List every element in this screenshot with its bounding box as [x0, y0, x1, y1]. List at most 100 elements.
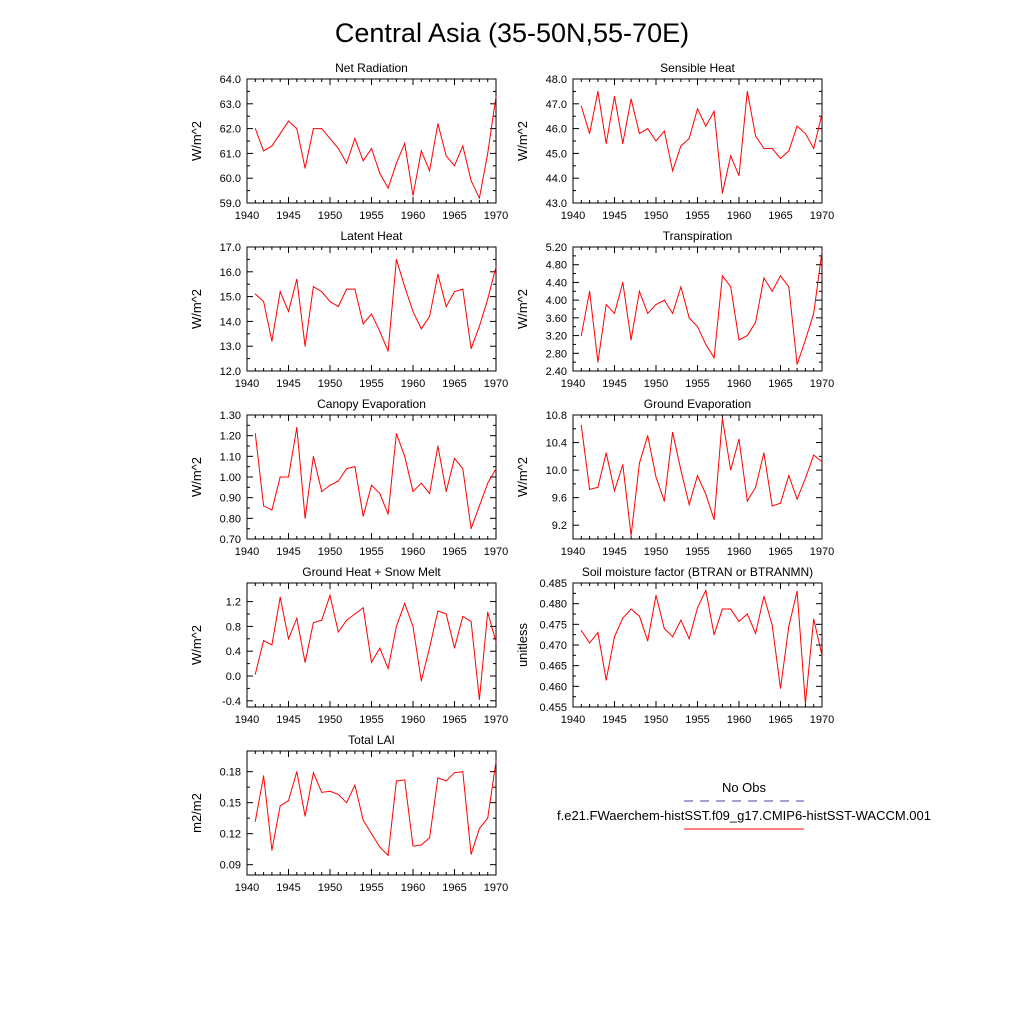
y-tick-label: 44.0 [546, 173, 567, 185]
data-point-total-lai [371, 833, 372, 835]
data-point-ground-evaporation [713, 519, 715, 521]
x-tick-label: 1955 [685, 210, 709, 222]
data-point-transpiration [730, 286, 732, 288]
y-tick-label: 12.0 [220, 366, 241, 378]
panel-title: Sensible Heat [660, 61, 735, 75]
data-point-transpiration [638, 290, 640, 292]
data-point-net-radiation [263, 150, 265, 152]
data-point-latent-heat [412, 310, 414, 312]
data-point-soil-moisture-factor-btran-or-btranmn [755, 632, 757, 634]
data-point-ground-evaporation [730, 469, 732, 471]
y-tick-label: 10.4 [546, 438, 567, 450]
plot-frame [246, 582, 497, 708]
data-point-net-radiation [495, 95, 497, 97]
data-point-sensible-heat [713, 110, 715, 112]
data-point-canopy-evaporation [454, 457, 455, 459]
y-axis-label: W/m^2 [189, 289, 204, 329]
y-tick-label: 9.6 [552, 493, 567, 505]
x-tick-label: 1960 [727, 714, 751, 726]
data-point-ground-evaporation [688, 504, 690, 506]
data-point-net-radiation [304, 167, 306, 169]
data-point-net-radiation [254, 128, 256, 130]
data-point-sensible-heat [647, 128, 649, 130]
data-point-transpiration [647, 312, 649, 314]
data-point-canopy-evaporation [329, 484, 331, 486]
data-point-latent-heat [354, 288, 356, 290]
data-point-latent-heat [395, 258, 397, 260]
data-point-sensible-heat [672, 170, 674, 172]
data-point-ground-evaporation [763, 452, 765, 454]
data-point-ground-heat-snow-melt [454, 647, 455, 649]
y-tick-label: 0.15 [220, 798, 241, 810]
data-point-total-lai [437, 777, 439, 779]
data-point-ground-evaporation [589, 488, 591, 490]
y-tick-label: 0.475 [539, 619, 567, 631]
data-point-net-radiation [470, 180, 472, 182]
x-tick-label: 1960 [727, 378, 751, 390]
data-point-sensible-heat [721, 192, 723, 194]
y-tick-label: 61.0 [220, 148, 241, 160]
data-point-transpiration [721, 275, 723, 277]
data-point-ground-heat-snow-melt [437, 610, 439, 612]
y-tick-label: 2.40 [546, 366, 567, 378]
data-point-canopy-evaporation [462, 468, 464, 470]
data-point-soil-moisture-factor-btran-or-btranmn [697, 607, 698, 609]
data-point-sensible-heat [804, 133, 806, 135]
y-tick-label: 0.12 [220, 829, 241, 841]
data-point-sensible-heat [680, 145, 682, 147]
y-axis-label: W/m^2 [189, 625, 204, 665]
data-point-ground-evaporation [821, 461, 823, 463]
y-tick-label: 63.0 [220, 99, 241, 111]
x-tick-label: 1970 [484, 210, 508, 222]
data-point-soil-moisture-factor-btran-or-btranmn [738, 620, 740, 622]
figure-title: Central Asia (35-50N,55-70E) [335, 18, 689, 48]
data-point-transpiration [589, 290, 591, 292]
data-point-total-lai [395, 780, 397, 782]
data-point-sensible-heat [730, 155, 732, 157]
data-point-canopy-evaporation [254, 433, 256, 435]
data-point-latent-heat [362, 323, 364, 325]
x-tick-label: 1950 [644, 378, 668, 390]
panel-title: Net Radiation [335, 61, 408, 75]
x-tick-label: 1940 [235, 546, 259, 558]
data-point-soil-moisture-factor-btran-or-btranmn [763, 595, 765, 597]
data-point-canopy-evaporation [371, 484, 372, 486]
y-axis-label: W/m^2 [189, 457, 204, 497]
data-point-total-lai [412, 845, 414, 847]
data-point-canopy-evaporation [379, 493, 381, 495]
data-point-ground-heat-snow-melt [288, 638, 289, 640]
data-point-total-lai [462, 771, 464, 773]
y-tick-label: 14.0 [220, 316, 241, 328]
data-point-latent-heat [321, 291, 323, 293]
data-point-latent-heat [337, 306, 339, 308]
legend-obs-label: No Obs [722, 780, 767, 795]
data-point-soil-moisture-factor-btran-or-btranmn [630, 608, 632, 610]
x-tick-label: 1945 [276, 546, 300, 558]
data-point-ground-evaporation [804, 477, 806, 479]
x-tick-label: 1970 [810, 714, 834, 726]
data-point-total-lai [470, 853, 472, 855]
series-line-sensible-heat [580, 91, 823, 194]
y-tick-label: 60.0 [220, 173, 241, 185]
data-point-soil-moisture-factor-btran-or-btranmn [622, 617, 624, 619]
data-point-sensible-heat [746, 90, 748, 92]
data-point-ground-evaporation [614, 490, 615, 492]
data-point-sensible-heat [755, 135, 757, 137]
data-point-soil-moisture-factor-btran-or-btranmn [705, 589, 707, 591]
data-point-ground-heat-snow-melt [337, 631, 339, 633]
data-point-canopy-evaporation [470, 528, 472, 530]
x-tick-label: 1955 [685, 546, 709, 558]
data-point-sensible-heat [630, 98, 632, 100]
data-point-ground-evaporation [721, 417, 723, 419]
legend-model-label: f.e21.FWaerchem-histSST.f09_g17.CMIP6-hi… [557, 808, 931, 823]
data-point-ground-evaporation [663, 500, 665, 502]
panel-latent-heat: Latent Heat 1940 1945 1950 1955 1960 1965 1970 1… [189, 229, 508, 390]
data-point-ground-heat-snow-melt [470, 620, 472, 622]
data-point-transpiration [713, 357, 715, 359]
data-point-ground-heat-snow-melt [462, 615, 464, 617]
data-point-ground-evaporation [580, 424, 582, 426]
data-point-net-radiation [437, 123, 439, 125]
data-point-canopy-evaporation [271, 509, 273, 511]
data-point-ground-heat-snow-melt [395, 625, 397, 627]
data-point-soil-moisture-factor-btran-or-btranmn [796, 590, 798, 592]
